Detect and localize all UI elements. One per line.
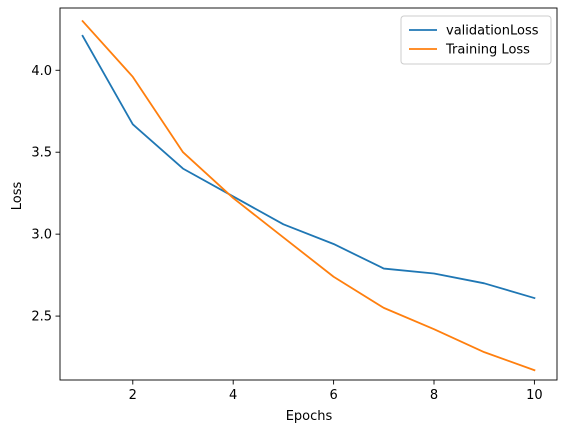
y-tick-label: 3.0 <box>31 228 52 243</box>
x-tick-label: 8 <box>430 388 438 403</box>
legend: validationLoss Training Loss <box>401 16 551 64</box>
legend-label-validation-loss: validationLoss <box>446 24 539 39</box>
plot-area: 2 4 6 8 10 2.5 3.0 3.5 4.0 <box>31 8 557 403</box>
legend-label-training-loss: Training Loss <box>445 43 530 58</box>
x-tick-label: 2 <box>129 388 137 403</box>
y-tick-label: 4.0 <box>31 64 52 79</box>
series-line-training-loss <box>83 21 535 370</box>
x-tick-label: 4 <box>229 388 237 403</box>
series-line-validationloss <box>83 36 535 298</box>
y-tick-label: 2.5 <box>31 310 52 325</box>
x-axis-label: Epochs <box>286 409 333 424</box>
y-tick-label: 3.5 <box>31 146 52 161</box>
x-tick-label: 10 <box>526 388 543 403</box>
y-axis-label: Loss <box>10 182 25 211</box>
x-tick-label: 6 <box>329 388 337 403</box>
